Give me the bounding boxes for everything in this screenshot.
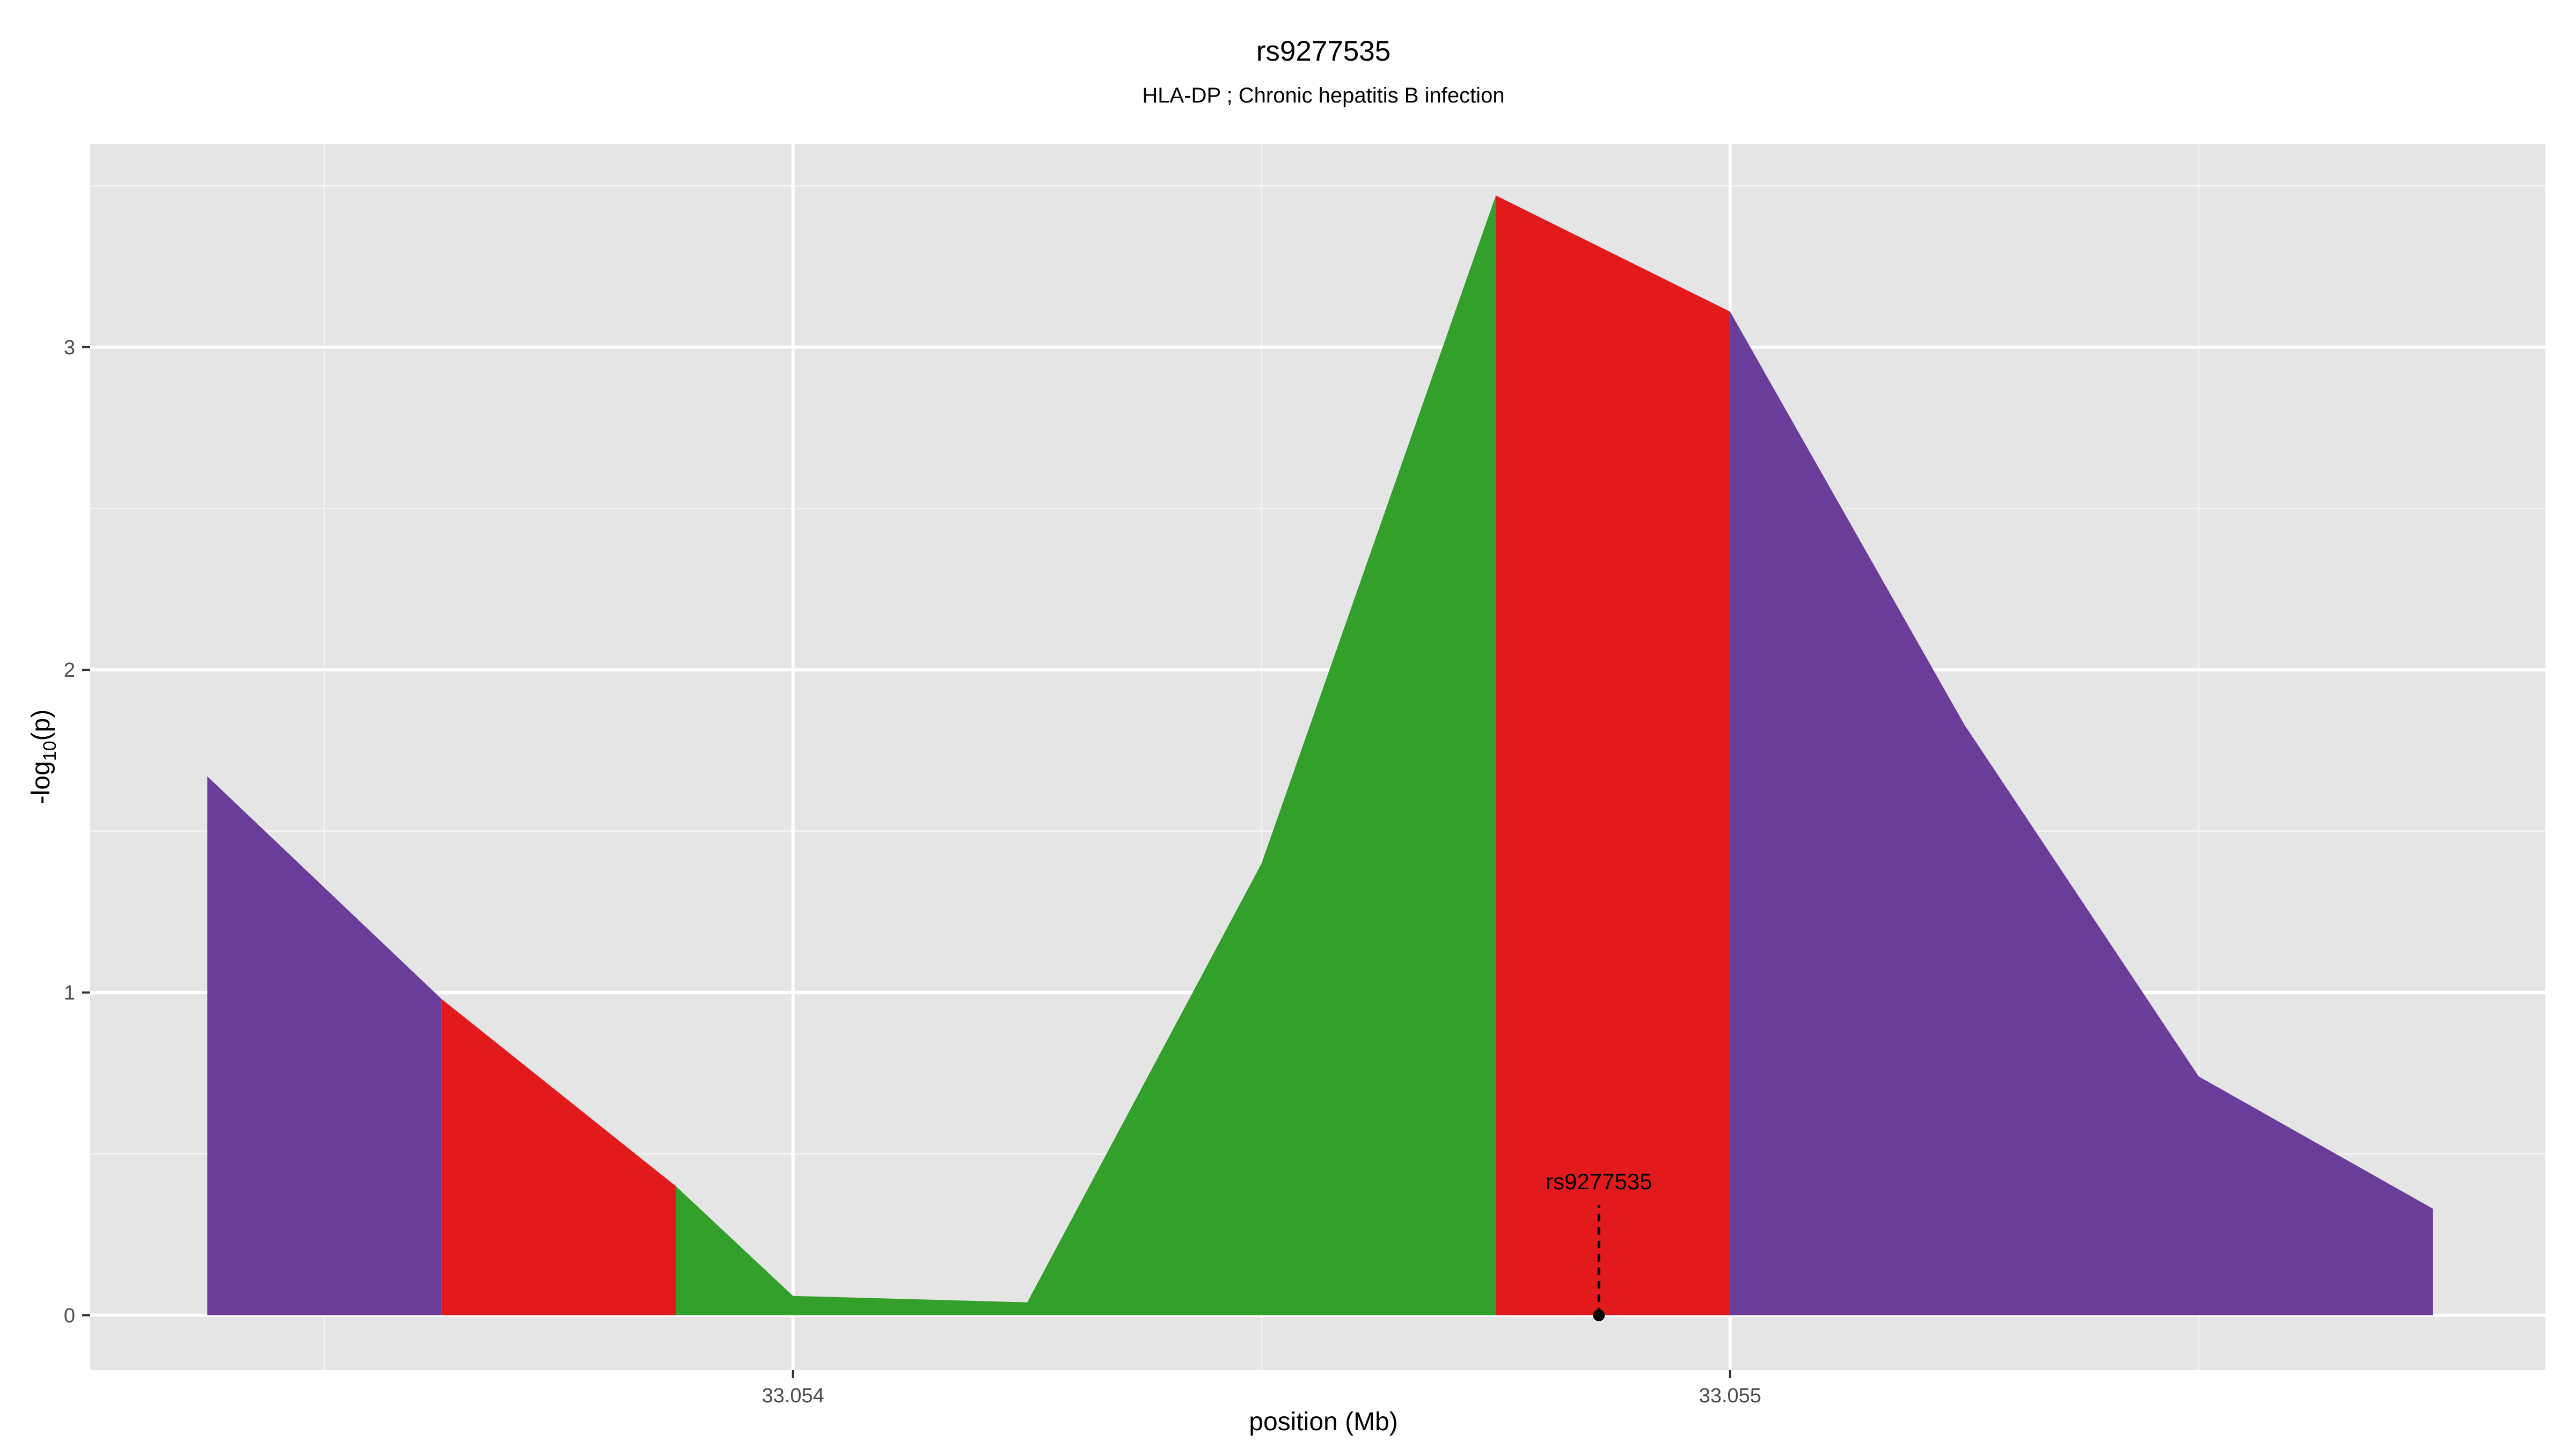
area-segment-green-3: [676, 195, 1496, 1315]
y-axis-label: -log10(p): [27, 709, 60, 804]
area-segments: [207, 195, 2433, 1315]
y-axis: 0 1 2 3: [64, 336, 90, 1327]
y-tick-label: 3: [64, 336, 75, 359]
y-axis-label-tail: (p): [27, 709, 55, 741]
y-tick-label: 1: [64, 982, 75, 1004]
x-axis: 33.054 33.055: [762, 1370, 1761, 1407]
annotation-point: [1593, 1309, 1605, 1321]
x-axis-label: position (Mb): [1249, 1408, 1397, 1436]
annotation-label: rs9277535: [1546, 1169, 1652, 1194]
area-segment-purple-1: [207, 776, 442, 1315]
chart-title: rs9277535: [1256, 35, 1391, 67]
y-axis-label-main: -log: [27, 761, 55, 804]
snp-annotation: rs9277535: [1546, 1169, 1652, 1321]
y-tick-label: 0: [64, 1305, 75, 1327]
chart-subtitle: HLA-DP ; Chronic hepatitis B infection: [1142, 84, 1504, 107]
y-tick-label: 2: [64, 659, 75, 682]
area-segment-red-4: [1496, 195, 1730, 1315]
y-axis-label-subscript: 10: [40, 741, 60, 761]
x-tick-label: 33.054: [762, 1385, 824, 1407]
area-segment-purple-5: [1730, 311, 2433, 1315]
area-segment-red-2: [441, 999, 676, 1315]
x-tick-label: 33.055: [1699, 1385, 1761, 1407]
